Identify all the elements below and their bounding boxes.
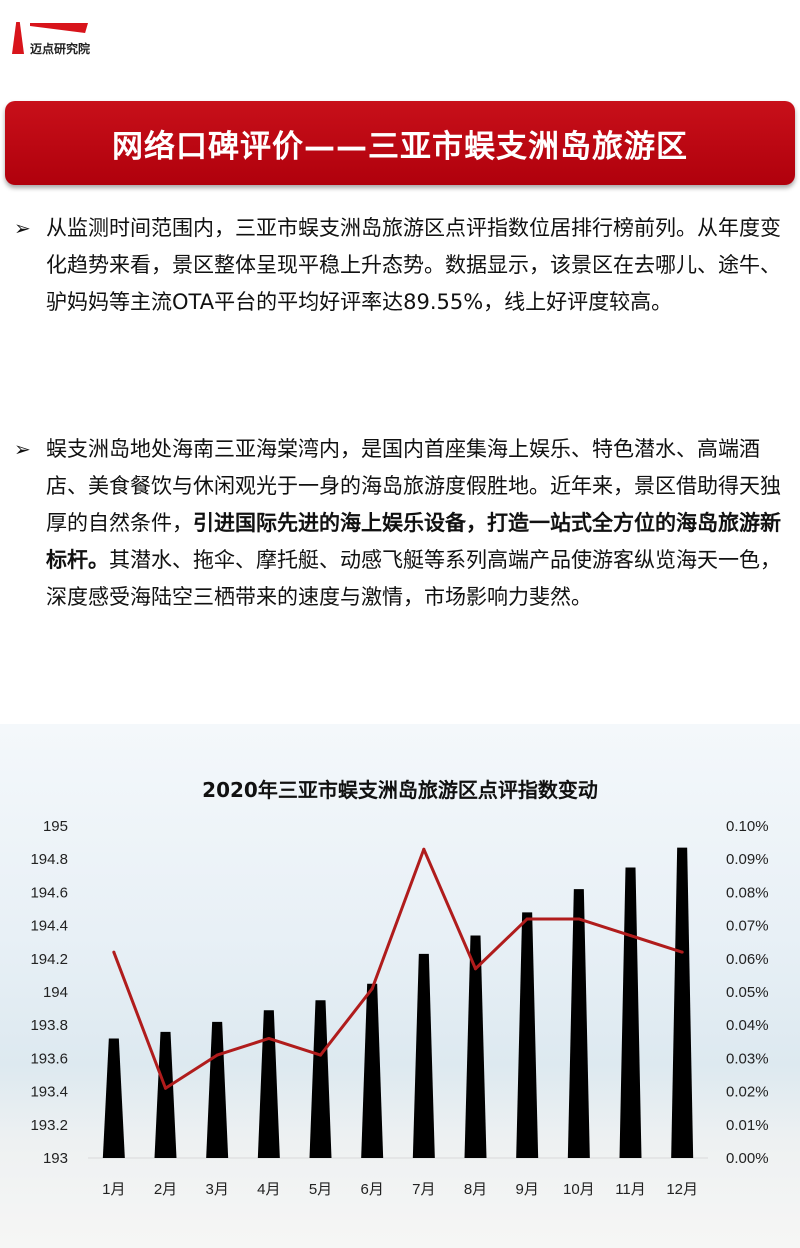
right-tick-label: 0.09% [726,851,769,868]
line-point [422,847,426,851]
left-tick-label: 194.6 [30,884,68,901]
paragraph-text: 从监测时间范围内，三亚市蜈支洲岛旅游区点评指数位居排行榜前列。从年度变化趋势来看… [46,216,781,314]
x-tick-label: 10月 [563,1181,595,1198]
line-point [370,987,374,991]
chart-svg: 193 193.2 193.4 193.6 193.8 194 194.2 194.4 194.… [30,818,769,1198]
line-point [474,967,477,971]
x-tick-label: 4月 [257,1181,280,1198]
bar [671,847,694,1158]
line-point [319,1053,322,1057]
logo-wing [30,23,88,33]
bar [567,889,590,1158]
logo-name: 迈点研究院 [30,42,91,56]
x-tick-label: 11月 [615,1181,646,1198]
x-tick-label: 1月 [102,1181,125,1198]
bar [361,983,384,1158]
right-tick-label: 0.04% [726,1017,769,1034]
left-tick-label: 193.2 [30,1117,68,1134]
line-point [215,1053,219,1057]
chart-title: 2020年三亚市蜈支洲岛旅游区点评指数变动 [202,778,598,802]
line-point [525,917,529,921]
bold-text: 引进国际先进的海上娱乐设备，打造一站式全方位的海岛旅游新标杆。 [46,511,781,572]
line-point [112,950,116,954]
right-tick-label: 0.02% [726,1084,769,1101]
x-tick-label: 6月 [360,1181,383,1198]
right-tick-label: 0.07% [726,918,769,935]
bar [257,1010,280,1158]
left-tick-label: 193 [43,1150,68,1167]
lighthouse-icon [12,22,24,54]
x-tick-label: 8月 [464,1181,487,1198]
bar [619,867,642,1158]
right-tick-label: 0.05% [726,984,769,1001]
x-tick-label: 2月 [154,1181,177,1198]
logo: 迈点研究院 [8,18,91,58]
left-tick-label: 194 [43,984,68,1001]
line-point [267,1036,271,1040]
chart: 2020年三亚市蜈支洲岛旅游区点评指数变动 193 193.2 193.4 193.6… [0,724,800,1248]
paragraph-1: ➢ 从监测时间范围内，三亚市蜈支洲岛旅游区点评指数位居排行榜前列。从年度变化趋势来… [14,210,790,321]
paragraph-text: 其潜水、拖伞、摩托艇、动感飞艇等系列高端产品使游客纵览海天一色，深度感受海陆空三… [46,548,781,609]
x-tick-label: 3月 [205,1181,228,1198]
left-tick-label: 193.8 [30,1017,68,1034]
page-title: 网络口碑评价——三亚市蜈支洲岛旅游区 [112,128,688,165]
left-tick-label: 194.2 [30,951,68,968]
x-tick-label: 5月 [309,1181,332,1198]
left-tick-label: 194.8 [30,851,68,868]
x-tick-label: 7月 [412,1181,435,1198]
x-tick-label: 12月 [666,1181,698,1198]
bar [206,1021,229,1158]
right-tick-label: 0.08% [726,884,769,901]
left-tick-label: 193.4 [30,1084,68,1101]
left-tick-label: 194.4 [30,918,68,935]
left-tick-label: 195 [43,818,68,835]
bar [412,953,435,1158]
right-tick-label: 0.06% [726,951,769,968]
bar [102,1038,125,1158]
left-tick-label: 193.6 [30,1050,68,1067]
paragraph-text: 蜈支洲岛地处海南三亚海棠湾内，是国内首座集海上娱乐、特色潜水、高端酒店、美食餐饮… [46,437,781,535]
right-tick-label: 0.00% [726,1150,769,1167]
title-banner: 网络口碑评价——三亚市蜈支洲岛旅游区 [5,101,795,185]
bar [464,935,487,1158]
line-point [680,950,684,954]
line-point [164,1086,167,1090]
line-series [112,847,683,1090]
x-tick-label: 9月 [515,1181,538,1198]
bar [309,1000,332,1158]
bar [516,912,539,1158]
bullet-arrow-icon: ➢ [14,216,31,240]
bullet-arrow-icon: ➢ [14,437,31,461]
right-tick-label: 0.03% [726,1050,769,1067]
paragraph-2: ➢ 蜈支洲岛地处海南三亚海棠湾内，是国内首座集海上娱乐、特色潜水、高端酒店、美食餐… [14,431,790,616]
bar [154,1031,177,1158]
right-tick-label: 0.10% [726,818,769,835]
line-point [577,917,581,921]
line-point [629,934,632,938]
right-tick-label: 0.01% [726,1117,769,1134]
